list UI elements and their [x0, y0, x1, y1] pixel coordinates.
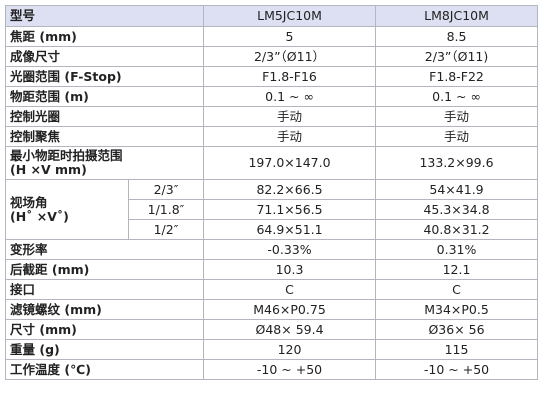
sensor-size: 1/1.8″	[127, 199, 205, 220]
label-line: 视场角	[10, 194, 48, 210]
spec-row: 最小物距时拍摄范围 (H ×V mm) 197.0×147.0 133.2×99.6	[4, 146, 539, 180]
spec-value: 115	[375, 339, 539, 360]
spec-table: 型号 LM5JC10M LM8JC10M 焦距 (mm) 5 8.5 成像尺寸 2/3”（Ø1…	[4, 5, 539, 380]
spec-subrow: 视场角 (H˚ ×V˚) 2/3″ 82.2×66.5 54×41.9	[5, 179, 539, 240]
spec-value: 0.31%	[375, 239, 539, 260]
row-label: 物距范围 (m)	[4, 86, 205, 107]
model-name: LM5JC10M	[203, 5, 377, 27]
label-line: 最小物距时拍摄范围	[10, 148, 123, 163]
spec-value: -10 ~ +50	[203, 359, 377, 380]
spec-value: 手动	[203, 106, 377, 127]
row-label: 光圈范围 (F-Stop)	[4, 66, 205, 87]
spec-value: 2/3”（Ø11)	[375, 46, 539, 67]
spec-value: 40.8×31.2	[375, 219, 539, 240]
spec-value: Ø36× 56	[375, 319, 539, 340]
sensor-size: 2/3″	[127, 179, 205, 200]
label-line: (H ×V mm)	[10, 162, 87, 177]
label-line: (H˚ ×V˚)	[10, 208, 69, 224]
sensor-size: 1/2″	[127, 219, 205, 240]
row-label: 后截距 (mm)	[4, 259, 205, 280]
spec-row: 控制聚焦 手动 手动	[4, 126, 539, 147]
spec-value: 0.1 ~ ∞	[375, 86, 539, 107]
row-label: 变形率	[4, 239, 205, 260]
header-row: 型号 LM5JC10M LM8JC10M	[4, 5, 539, 27]
spec-value: -10 ~ +50	[375, 359, 539, 380]
spec-value: F1.8-F16	[203, 66, 377, 87]
spec-value: 12.1	[375, 259, 539, 280]
spec-value: 82.2×66.5	[203, 179, 377, 200]
spec-row: 物距范围 (m) 0.1 ~ ∞ 0.1 ~ ∞	[4, 86, 539, 107]
row-label: 最小物距时拍摄范围 (H ×V mm)	[4, 146, 205, 180]
spec-value: 0.1 ~ ∞	[203, 86, 377, 107]
row-label: 控制光圈	[4, 106, 205, 127]
spec-value: M34×P0.5	[375, 299, 539, 320]
spec-value: 手动	[203, 126, 377, 147]
spec-row: 滤镜螺纹 (mm) M46×P0.75 M34×P0.5	[4, 299, 539, 320]
row-label: 视场角 (H˚ ×V˚)	[5, 179, 129, 240]
spec-value: 71.1×56.5	[203, 199, 377, 220]
row-label: 焦距 (mm)	[4, 26, 205, 47]
spec-row: 尺寸 (mm) Ø48× 59.4 Ø36× 56	[4, 319, 539, 340]
spec-row: 后截距 (mm) 10.3 12.1	[4, 259, 539, 280]
spec-value: M46×P0.75	[203, 299, 377, 320]
spec-value: 120	[203, 339, 377, 360]
spec-value: 2/3”（Ø11）	[203, 46, 377, 67]
spec-value: 手动	[375, 106, 539, 127]
spec-row: 焦距 (mm) 5 8.5	[4, 26, 539, 47]
row-label: 接口	[4, 279, 205, 300]
spec-value: 54×41.9	[375, 179, 539, 200]
spec-subrow: 1/2″ 64.9×51.1 40.8×31.2	[6, 219, 539, 240]
spec-value: C	[203, 279, 377, 300]
row-label: 工作温度 (℃)	[4, 359, 205, 380]
row-label: 成像尺寸	[4, 46, 205, 67]
row-label: 尺寸 (mm)	[4, 319, 205, 340]
row-label: 控制聚焦	[4, 126, 205, 147]
table-body: 型号 LM5JC10M LM8JC10M 焦距 (mm) 5 8.5 成像尺寸 2/3”（Ø1…	[4, 5, 539, 380]
spec-value: F1.8-F22	[375, 66, 539, 87]
spec-value: Ø48× 59.4	[203, 319, 377, 340]
spec-row: 变形率 -0.33% 0.31%	[4, 239, 539, 260]
spec-row: 重量 (g) 120 115	[4, 339, 539, 360]
spec-value: 64.9×51.1	[203, 219, 377, 240]
spec-row: 工作温度 (℃) -10 ~ +50 -10 ~ +50	[4, 359, 539, 380]
spec-value: 8.5	[375, 26, 539, 47]
spec-value: 197.0×147.0	[203, 146, 377, 180]
spec-row: 控制光圈 手动 手动	[4, 106, 539, 127]
spec-value: C	[375, 279, 539, 300]
spec-row: 光圈范围 (F-Stop) F1.8-F16 F1.8-F22	[4, 66, 539, 87]
spec-value: 手动	[375, 126, 539, 147]
spec-value: 10.3	[203, 259, 377, 280]
row-label: 重量 (g)	[4, 339, 205, 360]
spec-value: 133.2×99.6	[375, 146, 539, 180]
spec-value: -0.33%	[203, 239, 377, 260]
spec-row: 成像尺寸 2/3”（Ø11） 2/3”（Ø11)	[4, 46, 539, 67]
model-name: LM8JC10M	[375, 5, 539, 27]
row-label: 滤镜螺纹 (mm)	[4, 299, 205, 320]
spec-value: 45.3×34.8	[375, 199, 539, 220]
header-label: 型号	[4, 5, 205, 27]
spec-value: 5	[203, 26, 377, 47]
spec-row: 接口 C C	[4, 279, 539, 300]
